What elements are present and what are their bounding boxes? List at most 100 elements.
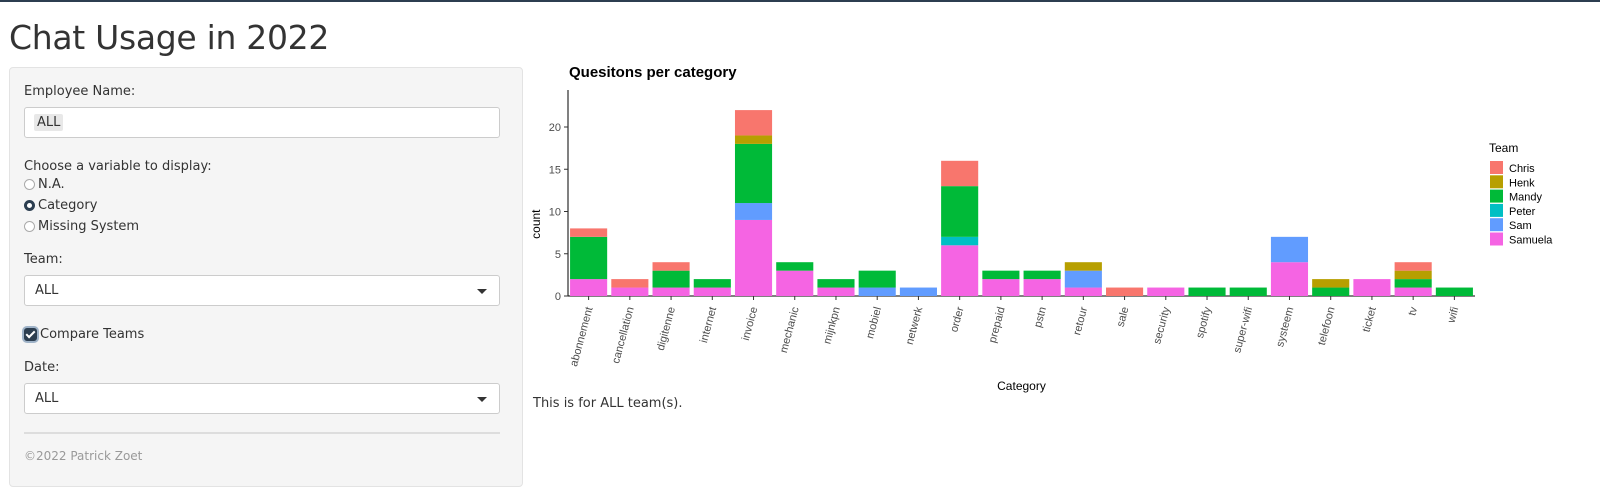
bar-segment-chris (941, 160, 979, 187)
bar-segment-mandy (1394, 279, 1432, 288)
x-tick-label: netwerk (904, 305, 926, 346)
radio-na[interactable]: N.A. (24, 175, 65, 193)
bar-segment-mandy (941, 186, 979, 237)
bar-segment-sam (734, 203, 773, 220)
bar-segment-mandy (652, 270, 690, 288)
x-tick-label: spotify (1194, 305, 1214, 339)
bar-segment-sam (1064, 270, 1102, 288)
bar-segment-samuela (776, 270, 814, 296)
y-tick-label: 5 (555, 249, 561, 261)
chart-title: Quesitons per category (569, 64, 737, 81)
legend-swatch (1490, 161, 1503, 174)
bar-segment-henk (1064, 262, 1102, 271)
legend-swatch (1490, 189, 1503, 203)
date-select[interactable]: ALL (24, 383, 500, 414)
compare-teams-row[interactable]: Compare Teams (24, 325, 144, 343)
x-tick-label: retour (1071, 305, 1090, 336)
x-tick-label: mechanic (778, 305, 802, 354)
compare-teams-checkbox[interactable] (24, 327, 37, 341)
bar-segment-henk (1312, 279, 1350, 288)
x-tick-label: mijnkpn (821, 306, 842, 346)
top-border (0, 0, 1600, 2)
bar-segment-samuela (941, 245, 979, 296)
bar-segment-mandy (817, 279, 855, 288)
chevron-down-icon (477, 397, 487, 402)
variable-label: Choose a variable to display: (24, 159, 212, 174)
x-axis-label: Category (997, 379, 1046, 393)
bar-segment-sam (858, 287, 896, 296)
legend-label: Samuela (1509, 235, 1553, 247)
x-tick-label: telefoon (1316, 306, 1338, 347)
bar-segment-mandy (1023, 270, 1061, 280)
y-tick-label: 10 (549, 207, 561, 219)
x-tick-label: sale (1115, 306, 1132, 329)
compare-teams-label: Compare Teams (40, 326, 145, 342)
x-tick-label: mobiel (864, 306, 884, 340)
legend-swatch (1490, 218, 1503, 232)
y-tick-label: 20 (549, 122, 561, 134)
x-tick-label: internet (698, 306, 719, 345)
x-tick-label: tv (1406, 305, 1420, 317)
radio-missing-system-button[interactable] (24, 220, 35, 232)
bar-segment-sam (1270, 236, 1309, 263)
employee-label: Employee Name: (24, 84, 136, 99)
bar-segment-mandy (982, 270, 1020, 280)
employee-chip[interactable]: ALL (34, 114, 64, 131)
bar-segment-samuela (734, 219, 773, 296)
legend-label: Chris (1509, 163, 1535, 175)
bar-segment-samuela (611, 287, 649, 296)
y-axis-label: count (529, 209, 543, 239)
bar-segment-mandy (1312, 287, 1350, 296)
bar-segment-henk (734, 135, 773, 144)
bar-segment-chris (570, 228, 608, 237)
x-tick-label: pstn (1032, 306, 1049, 329)
bar-segment-samuela (652, 287, 690, 296)
bar-segment-henk (1394, 270, 1432, 280)
x-tick-label: security (1151, 305, 1173, 345)
bar-segment-samuela (982, 279, 1020, 296)
date-label: Date: (24, 360, 60, 375)
x-tick-label: cancellation (610, 306, 637, 365)
bar-segment-mandy (858, 270, 896, 288)
bar-segment-samuela (1394, 287, 1432, 296)
legend-label: Mandy (1509, 192, 1543, 204)
bar-segment-chris (611, 279, 649, 288)
radio-na-button[interactable] (24, 178, 35, 190)
bar-segment-chris (734, 110, 773, 136)
legend-label: Peter (1509, 206, 1536, 218)
radio-missing-system[interactable]: Missing System (24, 217, 139, 235)
x-tick-label: order (948, 305, 966, 333)
x-tick-label: systeem (1274, 306, 1296, 349)
page-title: Chat Usage in 2022 (9, 18, 330, 57)
y-tick-label: 0 (555, 291, 561, 303)
chevron-down-icon (477, 289, 487, 294)
radio-na-label: N.A. (38, 176, 65, 192)
radio-missing-system-label: Missing System (38, 218, 140, 234)
bar-segment-chris (652, 262, 690, 271)
employee-input[interactable]: ALL (24, 107, 500, 138)
bar-segment-samuela (570, 279, 608, 296)
team-select-value: ALL (35, 283, 59, 298)
x-tick-label: prepaid (987, 306, 1008, 345)
team-caption: This is for ALL team(s). (533, 396, 683, 411)
bar-segment-samuela (1353, 279, 1391, 296)
bar-segment-mandy (1435, 287, 1473, 296)
bar-segment-samuela (1147, 287, 1185, 296)
x-tick-label: invoice (740, 306, 760, 342)
sidebar-panel: Employee Name: ALL Choose a variable to … (9, 67, 523, 487)
radio-category-button[interactable] (24, 199, 35, 211)
y-tick-label: 15 (549, 164, 561, 176)
bar-segment-mandy (693, 279, 731, 288)
bar-segment-samuela (1064, 287, 1102, 296)
bar-segment-samuela (1270, 262, 1309, 296)
legend-swatch (1490, 175, 1503, 189)
legend-label: Henk (1509, 177, 1535, 189)
chart-svg: Quesitons per category 0 5 10 15 20 count abonn… (529, 64, 1553, 393)
bar-segment-mandy (776, 262, 814, 271)
radio-category[interactable]: Category (24, 196, 97, 214)
team-select[interactable]: ALL (24, 275, 500, 306)
bar-segment-mandy (1188, 287, 1226, 296)
x-tick-label: wifi (1445, 306, 1461, 325)
bar-segment-chris (1106, 287, 1144, 296)
team-label: Team: (24, 252, 63, 267)
